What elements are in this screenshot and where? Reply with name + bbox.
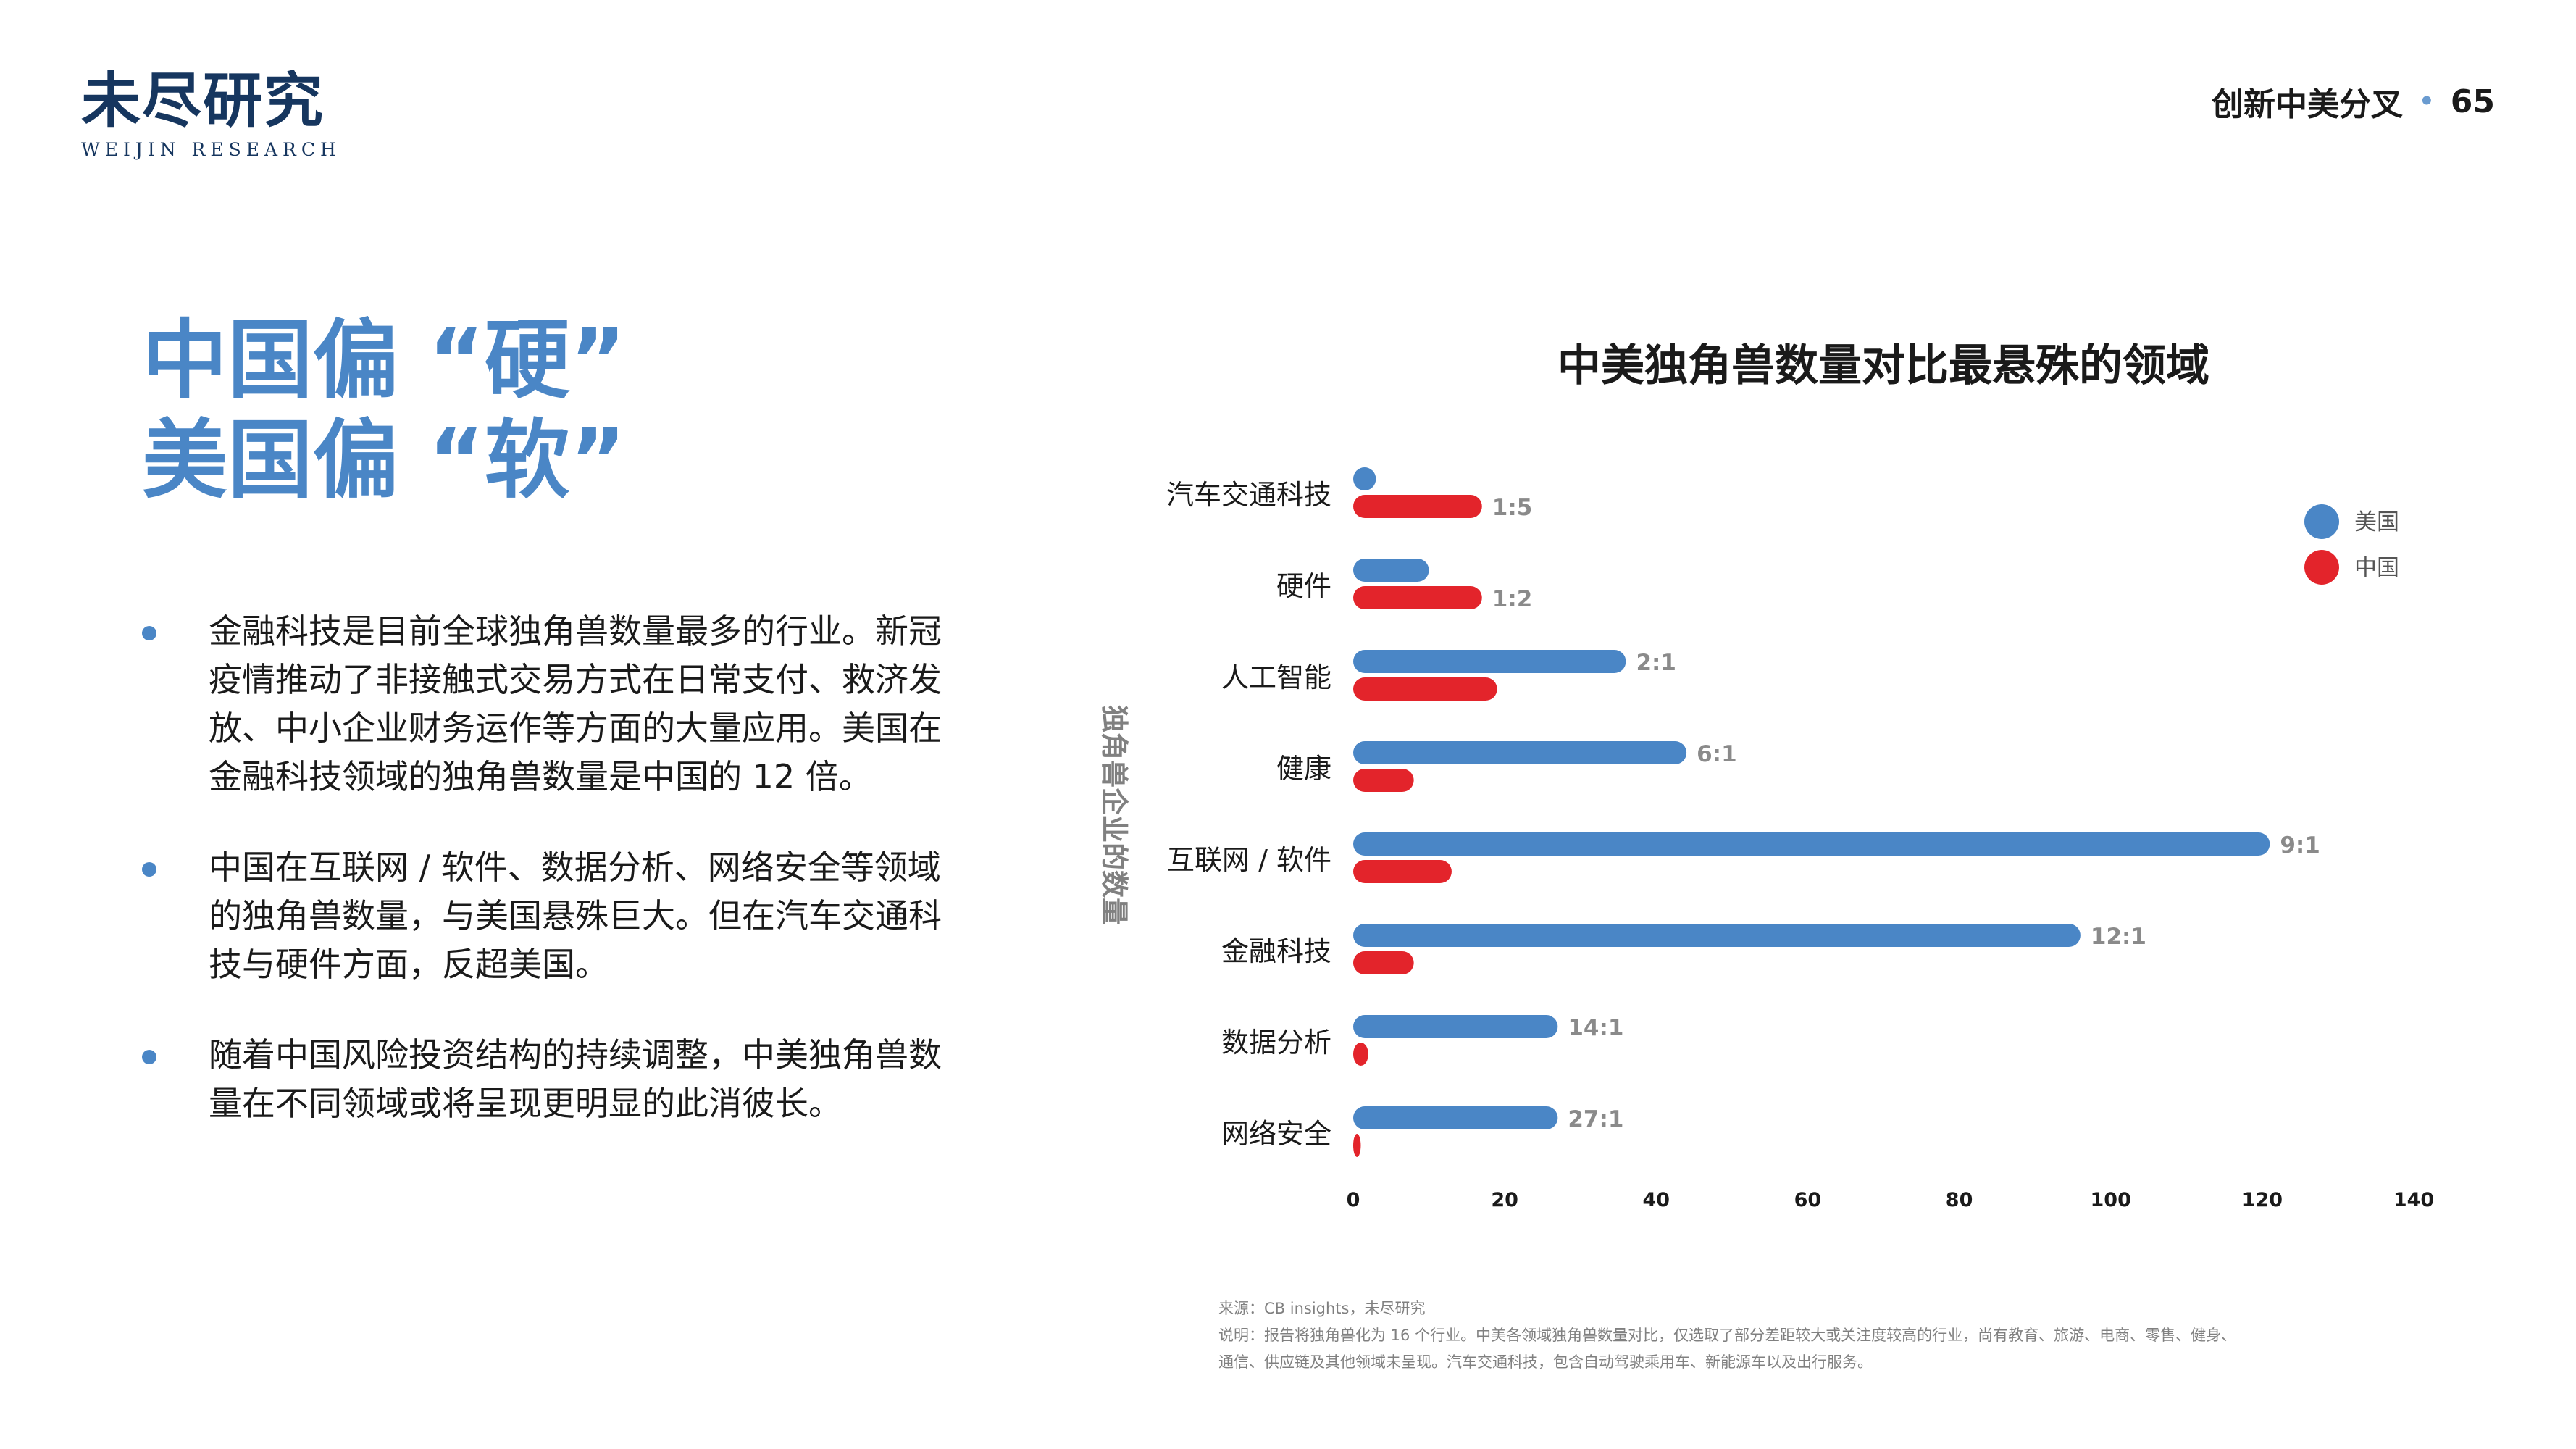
category-label: 互联网 / 软件 xyxy=(1167,844,1331,876)
bullet-text: 随着中国风险投资结构的持续调整，中美独角兽数量在不同领域或将呈现更明显的此消彼长… xyxy=(209,1035,942,1123)
bar-usa xyxy=(1353,650,1626,673)
bullet-list: 金融科技是目前全球独角兽数量最多的行业。新冠疫情推动了非接触式交易方式在日常支付… xyxy=(142,607,975,1170)
bullet-item: 随着中国风险投资结构的持续调整，中美独角兽数量在不同领域或将呈现更明显的此消彼长… xyxy=(142,1031,975,1128)
footnote: 来源：CB insights，未尽研究 说明：报告将独角兽化为 16 个行业。中… xyxy=(1218,1295,2450,1376)
bullet-text: 金融科技是目前全球独角兽数量最多的行业。新冠疫情推动了非接触式交易方式在日常支付… xyxy=(209,611,942,796)
category-label: 数据分析 xyxy=(1221,1027,1331,1058)
footnote-source: 来源：CB insights，未尽研究 xyxy=(1218,1300,1426,1317)
bar-usa xyxy=(1353,1106,1558,1129)
page-header: 创新中美分叉 • 65 xyxy=(2212,78,2495,125)
category-label: 汽车交通科技 xyxy=(1166,479,1331,511)
x-tick-label: 20 xyxy=(1491,1189,1518,1211)
bar-china xyxy=(1353,495,1482,518)
category-label: 人工智能 xyxy=(1221,661,1331,693)
logo: 未尽研究 WEIJIN RESEARCH xyxy=(81,71,341,160)
bar-china xyxy=(1353,1043,1368,1066)
legend-china-swatch xyxy=(2304,550,2339,585)
bar-china xyxy=(1353,586,1482,609)
bar-china xyxy=(1353,1134,1361,1157)
plot-area: 汽车交通科技 1:5 硬件 1:2 人工智能 2:1 健康 6:1 互联网 / 软件 9:1 金融科… xyxy=(1166,467,2434,1211)
legend-usa-swatch xyxy=(2304,504,2339,539)
bullet-item: 中国在互联网 / 软件、数据分析、网络安全等领域的独角兽数量，与美国悬殊巨大。但… xyxy=(142,843,975,989)
ratio-label: 12:1 xyxy=(2091,924,2146,950)
headline-line-1: 中国偏 “硬” xyxy=(142,310,627,410)
bar-usa xyxy=(1353,467,1376,490)
bar-china xyxy=(1353,860,1452,883)
ratio-label: 27:1 xyxy=(1568,1106,1623,1132)
bullet-dot-icon xyxy=(142,862,156,877)
ratio-label: 1:5 xyxy=(1492,495,1533,521)
category-label: 硬件 xyxy=(1276,570,1331,602)
x-tick-label: 40 xyxy=(1642,1189,1670,1211)
section-title: 创新中美分叉 xyxy=(2212,86,2404,123)
logo-chinese: 未尽研究 xyxy=(81,66,325,135)
bullet-dot-icon xyxy=(142,626,156,640)
header-separator: • xyxy=(2419,87,2435,116)
category-label: 金融科技 xyxy=(1221,935,1331,967)
page-number: 65 xyxy=(2450,83,2495,120)
x-tick-label: 100 xyxy=(2091,1189,2131,1211)
x-tick-label: 140 xyxy=(2393,1189,2434,1211)
legend-china-label: 中国 xyxy=(2354,555,2399,581)
ratio-label: 2:1 xyxy=(1636,650,1676,676)
category-label: 网络安全 xyxy=(1221,1118,1331,1150)
ratio-label: 9:1 xyxy=(2280,832,2320,859)
bar-usa xyxy=(1353,924,2081,947)
bar-usa xyxy=(1353,559,1429,582)
ratio-label: 1:2 xyxy=(1492,586,1533,612)
x-tick-label: 80 xyxy=(1946,1189,1973,1211)
x-tick-label: 60 xyxy=(1794,1189,1822,1211)
bar-usa xyxy=(1353,741,1687,764)
footnote-note-line-2: 通信、供应链及其他领域未呈现。汽车交通科技，包含自动驾驶乘用车、新能源车以及出行… xyxy=(1218,1353,1873,1371)
chart-title: 中美独角兽数量对比最悬殊的领域 xyxy=(1557,341,2209,391)
bullet-dot-icon xyxy=(142,1050,156,1064)
x-tick-label: 120 xyxy=(2242,1189,2283,1211)
bullet-item: 金融科技是目前全球独角兽数量最多的行业。新冠疫情推动了非接触式交易方式在日常支付… xyxy=(142,607,975,801)
headline: 中国偏 “硬” 美国偏 “软” xyxy=(142,310,626,510)
bar-usa xyxy=(1353,832,2270,856)
bar-usa xyxy=(1353,1015,1558,1038)
y-axis-label: 独角兽企业的数量 xyxy=(1098,705,1130,925)
footnote-note-line-1: 说明：报告将独角兽化为 16 个行业。中美各领域独角兽数量对比，仅选取了部分差距… xyxy=(1218,1327,2237,1344)
category-label: 健康 xyxy=(1276,753,1331,785)
ratio-label: 6:1 xyxy=(1697,741,1737,767)
ratio-label: 14:1 xyxy=(1568,1015,1623,1041)
x-tick-label: 0 xyxy=(1347,1189,1360,1211)
bar-china xyxy=(1353,769,1414,792)
bar-china xyxy=(1353,677,1497,701)
legend-usa-label: 美国 xyxy=(2354,509,2399,535)
headline-line-2: 美国偏 “软” xyxy=(142,410,627,510)
bar-china xyxy=(1353,951,1414,974)
logo-english: WEIJIN RESEARCH xyxy=(81,139,341,160)
bullet-text: 中国在互联网 / 软件、数据分析、网络安全等领域的独角兽数量，与美国悬殊巨大。但… xyxy=(209,848,942,984)
